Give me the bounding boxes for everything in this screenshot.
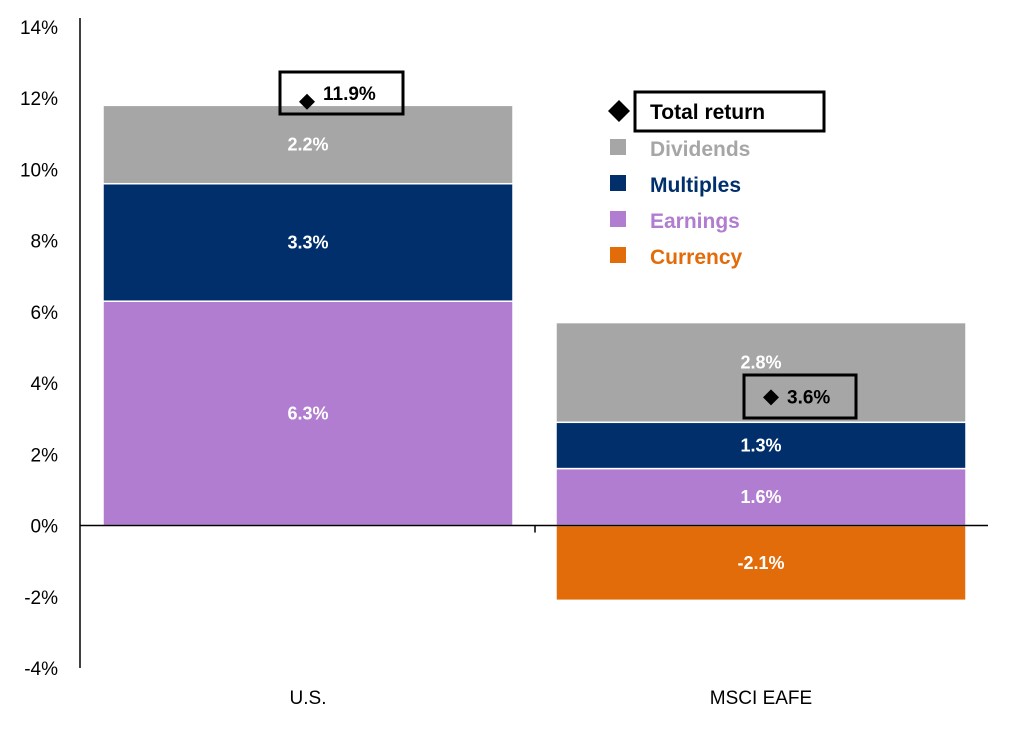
bar-segment-earnings (555, 467, 967, 527)
x-tick-label: U.S. (290, 688, 327, 709)
bar-segment-multiples (102, 182, 514, 302)
legend-label: Currency (650, 246, 743, 269)
bar-segment-earnings (102, 300, 514, 527)
y-tick-label: 0% (31, 517, 59, 538)
legend-swatch (610, 175, 626, 191)
y-tick-label: 12% (20, 89, 58, 110)
total-return-label: 11.9% (323, 84, 376, 105)
y-tick-label: 8% (31, 232, 59, 253)
legend-swatch (610, 211, 626, 227)
data-label: 6.3% (287, 403, 328, 423)
bar-segment-dividends (555, 321, 967, 424)
legend-total-return-box (633, 90, 826, 133)
bar-segment-currency (555, 524, 967, 602)
data-label: 3.3% (287, 232, 328, 252)
total-return-box (742, 373, 858, 420)
y-tick-label: -2% (24, 588, 58, 609)
y-tick-label: 4% (31, 374, 59, 395)
x-tick-label: MSCI EAFE (710, 688, 812, 709)
total-return-label: 3.6% (787, 388, 830, 409)
legend-label: Earnings (650, 210, 740, 233)
data-label: -2.1% (737, 553, 784, 573)
legend-label: Dividends (650, 138, 750, 161)
data-label: 1.6% (740, 487, 781, 507)
legend-swatch (610, 139, 626, 155)
bar-segment-multiples (555, 421, 967, 470)
y-tick-label: 14% (20, 18, 58, 39)
total-return-box (278, 70, 405, 116)
total-return-diamond (299, 93, 315, 110)
data-label: 2.2% (287, 135, 328, 155)
data-label: 1.3% (740, 435, 781, 455)
data-label: 2.8% (740, 353, 781, 373)
y-tick-label: 10% (20, 160, 58, 181)
legend-swatch (610, 247, 626, 263)
legend-diamond-icon (608, 100, 630, 122)
legend-label: Total return (650, 101, 765, 124)
y-tick-label: 6% (31, 303, 59, 324)
legend-label: Multiples (650, 174, 741, 197)
total-return-diamond (763, 389, 779, 406)
y-tick-label: -4% (24, 659, 58, 680)
y-tick-label: 2% (31, 445, 59, 466)
